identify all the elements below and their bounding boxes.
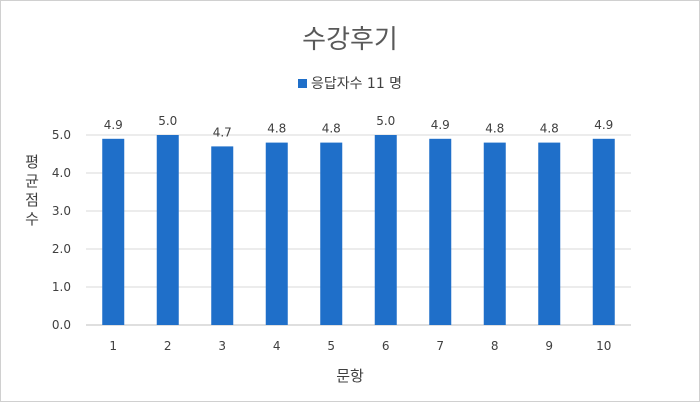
data-label: 4.9 [431, 118, 450, 132]
data-label: 4.8 [267, 122, 286, 136]
legend-swatch [297, 78, 307, 88]
x-tick-label: 7 [436, 339, 444, 353]
data-label: 4.9 [104, 118, 123, 132]
data-label: 5.0 [376, 114, 395, 128]
y-tick-label: 4.0 [52, 166, 71, 180]
bar [538, 142, 561, 325]
x-tick-label: 4 [273, 339, 281, 353]
chart-title: 수강후기 [302, 25, 398, 55]
y-tick-label: 1.0 [52, 280, 71, 294]
bar [429, 138, 452, 325]
bar [592, 138, 615, 325]
bar [320, 142, 343, 325]
data-label: 4.8 [540, 122, 559, 136]
legend-label: 응답자수 11 명 [310, 76, 403, 92]
bar [102, 138, 125, 325]
y-axis-label: 평균 점수 [25, 153, 39, 228]
y-tick-label: 0.0 [52, 318, 71, 332]
bar [374, 135, 397, 325]
bar [156, 135, 179, 325]
data-label: 4.8 [322, 122, 341, 136]
x-axis-label: 문항 [336, 367, 364, 385]
bar [483, 142, 506, 325]
bar [265, 142, 288, 325]
x-tick-label: 1 [109, 339, 117, 353]
data-label: 4.9 [594, 118, 613, 132]
x-tick-label: 5 [327, 339, 335, 353]
y-tick-label: 2.0 [52, 242, 71, 256]
bar [211, 146, 234, 325]
data-label: 5.0 [158, 114, 177, 128]
x-tick-label: 3 [218, 339, 226, 353]
data-label: 4.7 [213, 125, 232, 139]
legend: 응답자수 11 명 [1, 73, 699, 93]
data-label: 4.8 [485, 122, 504, 136]
x-tick-label: 6 [382, 339, 390, 353]
x-tick-label: 9 [545, 339, 553, 353]
y-tick-label: 5.0 [52, 128, 71, 142]
x-tick-label: 8 [491, 339, 499, 353]
y-tick-label: 3.0 [52, 204, 71, 218]
x-tick-label: 10 [596, 339, 611, 353]
x-tick-label: 2 [164, 339, 172, 353]
